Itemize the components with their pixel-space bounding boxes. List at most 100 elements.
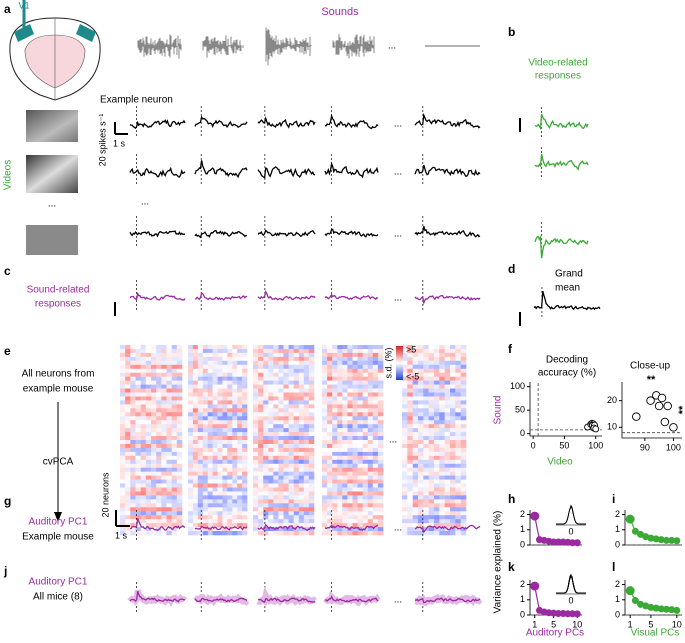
heatmap-cell: [188, 440, 194, 445]
heatmap-cell: [145, 511, 152, 516]
heatmap-cell: [242, 408, 248, 413]
heatmap-cell: [418, 503, 424, 508]
heatmap-cell: [283, 463, 289, 469]
heatmap-cell: [418, 483, 424, 488]
heatmap-cell: [125, 519, 131, 524]
heatmap-cell: [278, 531, 284, 536]
heatmap-cell: [176, 364, 183, 370]
heatmap-cell: [227, 444, 233, 449]
heatmap-cell: [372, 416, 379, 421]
heatmap-cell: [332, 491, 338, 496]
heatmap-cell: [372, 475, 379, 480]
heatmap-cell: [145, 463, 152, 469]
heatmap-cell: [407, 515, 413, 520]
heatmap-cell: [347, 345, 353, 350]
heatmap-cell: [303, 384, 310, 389]
heatmap-cell: [455, 420, 461, 425]
heatmap-cell: [367, 444, 374, 449]
heatmap-cell: [444, 459, 451, 465]
heatmap-cell: [423, 511, 429, 516]
heatmap-cell: [242, 416, 248, 421]
heatmap-cell: [342, 380, 348, 385]
heatmap-cell: [161, 384, 167, 389]
heatmap-cell: [171, 471, 178, 476]
heatmap-cell: [278, 380, 284, 385]
heatmap-cell: [176, 440, 183, 445]
trace: [129, 230, 186, 238]
heatmap-cell: [434, 519, 440, 524]
heatmap-cell: [362, 511, 369, 516]
heatmap-cell: [283, 471, 289, 476]
heatmap-cell: [418, 444, 424, 449]
heatmap-cell: [242, 392, 248, 397]
heatmap-cell: [460, 376, 467, 381]
heatmap-cell: [412, 384, 419, 389]
heatmap-cell: [232, 503, 238, 508]
heatmap-cell: [151, 463, 157, 469]
heatmap-cell: [161, 463, 167, 469]
heatmap-cell: [455, 444, 461, 449]
heatmap-cell: [227, 483, 233, 488]
heatmap-cell: [357, 519, 363, 524]
heatmap-cell: [258, 428, 264, 433]
heatmap-cell: [303, 420, 310, 425]
heatmap-cell: [120, 412, 126, 417]
heatmap-cell: [273, 503, 279, 508]
heatmap-cell: [130, 392, 136, 397]
heatmap-cell: [217, 376, 223, 381]
heatmap-cell: [283, 396, 289, 401]
heatmap-cell: [372, 345, 379, 350]
heatmap-cell: [298, 356, 305, 362]
heatmap-cell: [125, 483, 131, 488]
heatmap-cell: [439, 491, 445, 496]
heatmap-cell: [283, 404, 289, 409]
heatmap-cell: [444, 424, 451, 429]
heatmap-cell: [342, 511, 348, 516]
heatmap-cell: [303, 372, 310, 377]
x-tick-label: 0: [531, 440, 536, 450]
heatmap-cell: [327, 503, 333, 508]
heatmap-cell: [171, 388, 178, 393]
heatmap-cell: [207, 467, 213, 472]
heatmap-cell: [125, 420, 131, 425]
heatmap-cell: [273, 515, 279, 520]
heatmap-cell: [407, 463, 413, 469]
heatmap-cell: [362, 376, 369, 381]
heatmap-cell: [412, 400, 419, 405]
heatmap-cell: [283, 372, 289, 377]
heatmap-cell: [412, 475, 419, 480]
heatmap-cell: [197, 349, 203, 354]
heatmap-cell: [322, 432, 328, 437]
heatmap-cell: [273, 356, 279, 362]
heatmap-cell: [357, 420, 363, 425]
heatmap-cell: [372, 352, 379, 358]
heatmap-cell: [402, 368, 408, 374]
heatmap-cell: [237, 444, 243, 449]
heatmap-cell: [303, 404, 310, 409]
heatmap-cell: [176, 503, 183, 508]
heatmap-cell: [342, 444, 348, 449]
heatmap-cell: [166, 420, 172, 425]
heatmap-cell: [444, 396, 451, 401]
heatmap-cell: [120, 503, 126, 508]
heatmap-cell: [362, 345, 369, 350]
heatmap-cell: [258, 471, 264, 476]
heatmap-cell: [263, 368, 269, 374]
heatmap-cell: [407, 475, 413, 480]
heatmap-cell: [308, 515, 315, 520]
heatmap-cell: [278, 404, 284, 409]
heatmap-cell: [342, 392, 348, 397]
heatmap-cell: [222, 376, 228, 381]
heatmap-cell: [347, 436, 353, 441]
heatmap-cell: [253, 384, 259, 389]
heatmap-cell: [450, 384, 456, 389]
heatmap-cell: [130, 515, 136, 520]
heatmap-cell: [273, 507, 279, 512]
heatmap-cell: [418, 455, 424, 461]
heatmap-cell: [156, 428, 162, 433]
heatmap-cell: [357, 487, 363, 492]
heatmap-cell: [232, 455, 238, 461]
heatmap-cell: [298, 364, 305, 370]
heatmap-cell: [342, 396, 348, 401]
heatmap-cell: [192, 483, 199, 488]
